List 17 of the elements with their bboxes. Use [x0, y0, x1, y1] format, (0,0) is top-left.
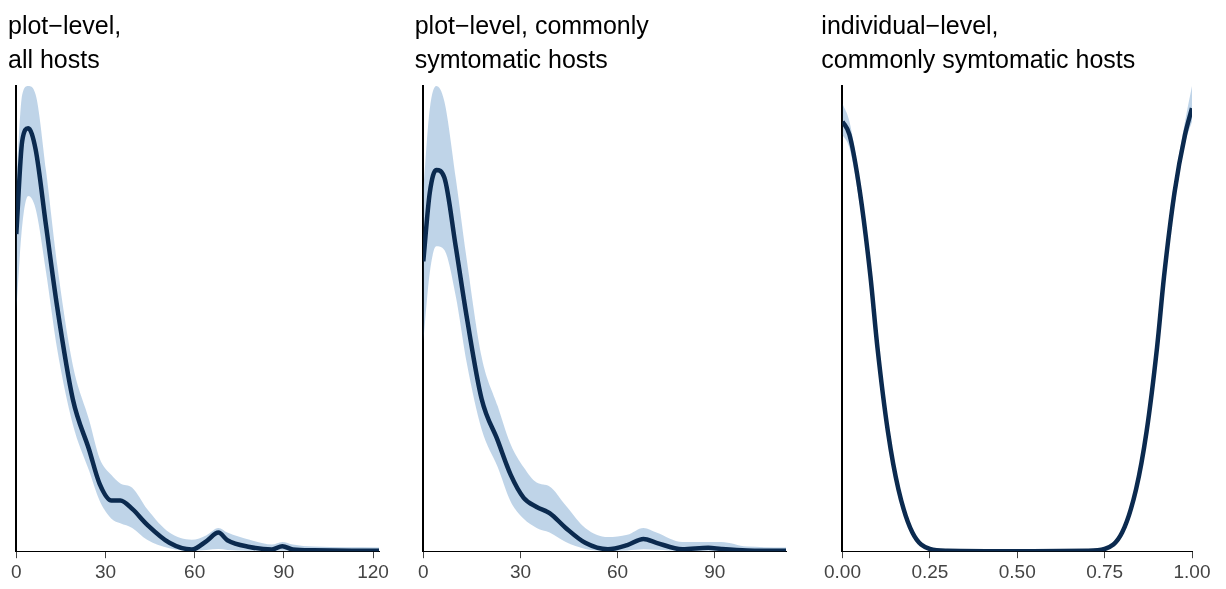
x-tick-label: 0.00 [824, 560, 862, 582]
x-tick-label: 60 [606, 560, 628, 582]
x-tick-label: 0 [10, 560, 22, 582]
x-tick-label: 1.00 [1173, 560, 1211, 582]
chart-title: plot−level, commonly symtomatic hosts [414, 10, 650, 75]
x-tick-label: 0 [417, 560, 429, 582]
x-tick-label: 60 [184, 560, 206, 582]
x-tick-label: 90 [703, 560, 725, 582]
chart-title: plot−level, all hosts [8, 10, 123, 75]
x-tick-label: 30 [509, 560, 531, 582]
x-tick-label: 30 [94, 560, 117, 582]
x-tick-label: 0.50 [999, 560, 1037, 582]
x-tick-label: 90 [273, 560, 295, 582]
x-tick-label: 0.75 [1086, 560, 1124, 582]
chart-title: individual−level, commonly symtomatic hosts [821, 10, 1137, 75]
x-tick-label: 0.25 [911, 560, 949, 582]
x-tick-label: 120 [357, 560, 389, 582]
